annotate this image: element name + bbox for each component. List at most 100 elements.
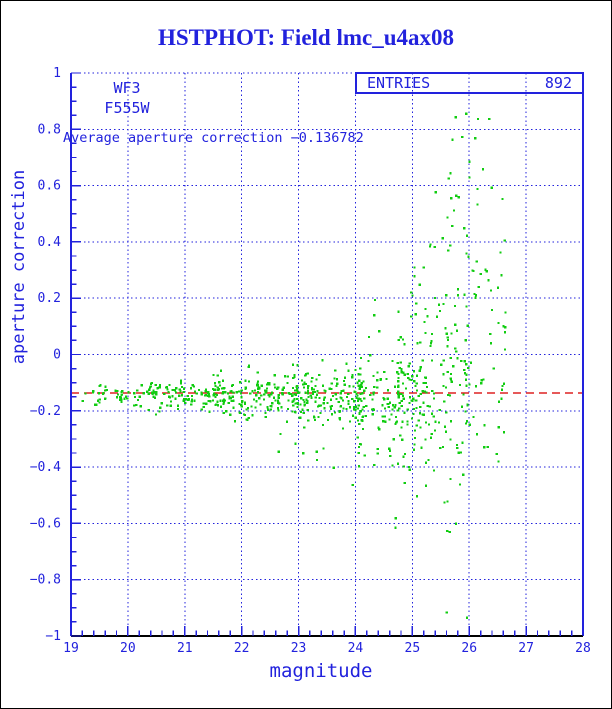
- data-point: [410, 378, 413, 382]
- data-point: [462, 473, 465, 476]
- data-point: [181, 385, 184, 389]
- data-point: [340, 389, 343, 393]
- data-point: [264, 391, 267, 394]
- data-point: [467, 367, 470, 370]
- data-point: [358, 387, 361, 390]
- data-point: [101, 392, 105, 395]
- data-point: [208, 393, 211, 396]
- data-point: [136, 389, 139, 392]
- data-point: [400, 368, 403, 371]
- data-point: [231, 395, 234, 398]
- data-point: [213, 382, 217, 385]
- data-point: [216, 400, 219, 403]
- data-point: [293, 375, 296, 379]
- data-point: [390, 413, 393, 416]
- data-point: [208, 395, 211, 398]
- data-point: [447, 394, 450, 397]
- data-point: [133, 392, 136, 395]
- data-point: [328, 387, 331, 390]
- data-point: [430, 340, 433, 343]
- data-point: [456, 446, 459, 450]
- data-point: [473, 292, 476, 296]
- data-point: [221, 399, 225, 402]
- data-point: [420, 446, 423, 449]
- data-point: [465, 616, 469, 619]
- data-point: [174, 397, 177, 400]
- data-point: [316, 390, 319, 393]
- data-point: [276, 407, 280, 410]
- data-point: [302, 412, 305, 415]
- data-point: [422, 413, 425, 416]
- data-point: [391, 404, 395, 407]
- data-point: [339, 392, 342, 395]
- data-point: [155, 393, 158, 396]
- data-point: [363, 397, 366, 400]
- data-point: [416, 342, 419, 345]
- data-point: [243, 401, 247, 404]
- data-point: [253, 389, 257, 392]
- data-point: [229, 413, 232, 416]
- data-point: [329, 407, 332, 410]
- data-point: [398, 407, 401, 410]
- data-point: [351, 374, 354, 377]
- data-point: [430, 359, 434, 362]
- data-point: [216, 404, 220, 407]
- data-point: [429, 243, 432, 246]
- data-point: [425, 376, 428, 379]
- data-point: [389, 401, 392, 404]
- data-point: [193, 399, 196, 402]
- data-point: [377, 426, 380, 429]
- data-point: [393, 385, 397, 388]
- data-point: [443, 501, 446, 504]
- y-tick-label: 0.2: [38, 291, 61, 306]
- page-title: HSTPHOT: Field lmc_u4ax08: [157, 25, 455, 50]
- data-point: [287, 399, 290, 402]
- data-point: [303, 401, 306, 404]
- data-point: [354, 405, 357, 408]
- data-point: [116, 389, 119, 393]
- data-point: [359, 384, 362, 388]
- data-point: [422, 401, 425, 404]
- data-point: [356, 381, 359, 384]
- data-point: [146, 390, 149, 393]
- data-point: [401, 420, 404, 423]
- data-point: [428, 245, 431, 248]
- data-point: [84, 392, 87, 395]
- data-point: [342, 427, 345, 430]
- data-point: [307, 384, 310, 388]
- entries-value: 892: [544, 74, 572, 92]
- data-point: [359, 392, 362, 396]
- data-point: [310, 396, 313, 399]
- data-point: [182, 397, 186, 401]
- data-point: [338, 417, 341, 420]
- data-point: [403, 481, 406, 485]
- data-point: [221, 392, 224, 395]
- data-point: [267, 393, 270, 397]
- data-point: [486, 445, 489, 449]
- data-point: [347, 400, 350, 403]
- data-point: [299, 403, 302, 406]
- data-point: [222, 401, 226, 404]
- data-point: [415, 382, 418, 385]
- data-point: [373, 463, 376, 467]
- data-point: [358, 422, 361, 426]
- data-point: [98, 398, 101, 401]
- data-point: [127, 391, 130, 394]
- data-point: [155, 390, 158, 394]
- data-point: [221, 379, 225, 382]
- data-point: [330, 398, 333, 401]
- data-point: [397, 396, 400, 399]
- data-point: [357, 451, 360, 455]
- data-point: [357, 373, 360, 376]
- data-point: [397, 310, 400, 313]
- data-point: [273, 374, 276, 377]
- data-point: [407, 465, 410, 469]
- data-point: [410, 417, 413, 420]
- data-point: [489, 332, 492, 336]
- data-point: [362, 406, 365, 409]
- data-point: [412, 407, 416, 411]
- data-point: [256, 382, 259, 385]
- data-point: [216, 374, 219, 377]
- data-point: [277, 394, 280, 397]
- data-point: [449, 356, 452, 360]
